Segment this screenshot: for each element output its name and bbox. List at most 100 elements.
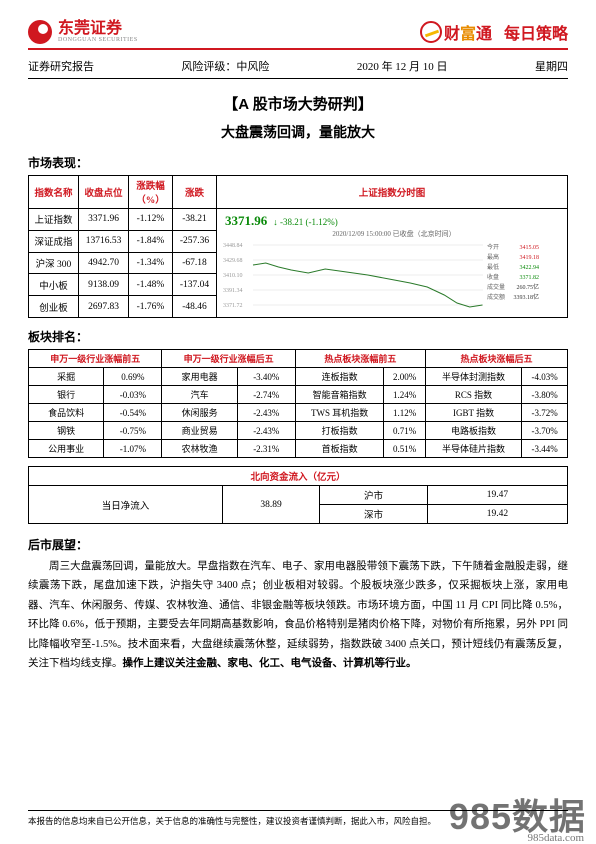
market-cell: 沪深 300 [29,252,79,274]
sector-cell: 0.71% [384,422,426,440]
sector-cell: -3.80% [522,386,568,404]
sector-group-header: 申万一级行业涨幅后五 [162,350,295,368]
svg-text:3393.18亿: 3393.18亿 [513,293,539,301]
northbound-table: 北向资金流入（亿元） 当日净流入 38.89 沪市 19.47 深市 19.42 [28,466,568,524]
sector-cell: 公用事业 [29,440,104,458]
market-cell: 2697.83 [79,296,129,318]
sector-cell: 钢铁 [29,422,104,440]
sector-cell: -2.31% [237,440,295,458]
sector-cell: -0.54% [104,404,162,422]
weekday: 星期四 [535,58,568,74]
thin-divider [28,78,568,79]
watermark-sub: 985data.com [527,832,584,844]
market-cell: 13716.53 [79,230,129,252]
svg-text:今开: 今开 [487,243,499,251]
chart-cell: 3371.96↓ -38.21 (-1.12%)2020/12/09 15:00… [217,209,568,318]
sector-cell: 银行 [29,386,104,404]
cft-char-1: 财 [444,26,460,43]
svg-text:成交额: 成交额 [487,293,505,301]
th-chart: 上证指数分时图 [217,176,568,209]
outlook-paragraph: 周三大盘震荡回调，量能放大。早盘指数在汽车、电子、家用电器股带领下震荡下跌，下午… [28,557,568,674]
market-cell: -137.04 [173,274,217,296]
sector-cell: 农林牧渔 [162,440,237,458]
sector-cell: -3.40% [237,368,295,386]
market-cell: -1.12% [129,209,173,231]
svg-text:3422.94: 3422.94 [520,265,540,271]
page-header: 东莞证券 DONGGUAN SECURITIES 财富通 每日策略 [28,20,568,44]
sector-cell: 1.24% [384,386,426,404]
north-shen-label: 深市 [320,505,428,524]
meta-row: 证券研究报告 风险评级：中风险 2020 年 12 月 10 日 星期四 [28,56,568,76]
sector-cell: IGBT 指数 [425,404,521,422]
sector-group-header: 热点板块涨幅前五 [295,350,425,368]
section-sector: 板块排名： [28,328,568,345]
svg-text:3371.82: 3371.82 [520,275,540,281]
sector-cell: 休闲服务 [162,404,237,422]
sector-cell: 0.51% [384,440,426,458]
sector-cell: 家用电器 [162,368,237,386]
sector-group-header: 申万一级行业涨幅前五 [29,350,162,368]
sector-table: 申万一级行业涨幅前五申万一级行业涨幅后五热点板块涨幅前五热点板块涨幅后五 采掘0… [28,349,568,458]
svg-text:3419.18: 3419.18 [520,255,540,261]
market-table: 指数名称 收盘点位 涨跌幅（%） 涨跌 上证指数分时图 上证指数3371.96-… [28,175,568,318]
sector-cell: -3.44% [522,440,568,458]
sector-cell: 半导体硅片指数 [425,440,521,458]
report-date: 2020 年 12 月 10 日 [357,58,448,74]
caifutong-logo: 财富通 [420,20,492,44]
daily-strategy-label: 每日策略 [504,20,568,44]
section-outlook: 后市展望： [28,536,568,553]
market-cell: -1.34% [129,252,173,274]
market-cell: 4942.70 [79,252,129,274]
svg-text:3448.84: 3448.84 [223,243,243,249]
logo-right: 财富通 每日策略 [420,20,568,44]
sector-cell: -1.07% [104,440,162,458]
sector-cell: 1.12% [384,404,426,422]
th-pct: 涨跌幅（%） [129,176,173,209]
market-cell: -1.84% [129,230,173,252]
risk-level: 风险评级：中风险 [181,58,269,74]
sector-cell: TWS 耳机指数 [295,404,383,422]
svg-text:260.75亿: 260.75亿 [516,283,539,291]
market-cell: 3371.96 [79,209,129,231]
th-name: 指数名称 [29,176,79,209]
sector-cell: 采掘 [29,368,104,386]
sector-cell: 电路板指数 [425,422,521,440]
market-cell: -257.36 [173,230,217,252]
sector-cell: RCS 指数 [425,386,521,404]
sector-cell: -2.74% [237,386,295,404]
north-label: 当日净流入 [29,486,223,524]
north-title: 北向资金流入（亿元） [29,467,568,486]
north-total: 38.89 [223,486,320,524]
market-cell: 9138.09 [79,274,129,296]
sector-cell: 食品饮料 [29,404,104,422]
cft-icon [420,21,442,43]
svg-text:最高: 最高 [487,253,499,261]
outlook-text: 周三大盘震荡回调，量能放大。早盘指数在汽车、电子、家用电器股带领下震荡下跌，下午… [28,561,568,669]
sector-cell: 0.69% [104,368,162,386]
th-close: 收盘点位 [79,176,129,209]
market-cell: -1.76% [129,296,173,318]
sector-cell: 首板指数 [295,440,383,458]
red-divider [28,48,568,50]
north-hu-label: 沪市 [320,486,428,505]
sector-cell: 汽车 [162,386,237,404]
svg-text:3410.10: 3410.10 [223,273,243,279]
market-cell: 上证指数 [29,209,79,231]
cft-char-3: 通 [476,26,492,43]
logo-left: 东莞证券 DONGGUAN SECURITIES [28,20,138,44]
sector-cell: 连板指数 [295,368,383,386]
sector-cell: -0.03% [104,386,162,404]
sector-cell: -2.43% [237,404,295,422]
market-cell: -38.21 [173,209,217,231]
brand-icon [28,20,52,44]
svg-text:3415.05: 3415.05 [520,245,540,251]
sector-cell: 半导体封测指数 [425,368,521,386]
th-chg: 涨跌 [173,176,217,209]
sector-cell: 智能音箱指数 [295,386,383,404]
market-cell: 中小板 [29,274,79,296]
market-cell: -1.48% [129,274,173,296]
sector-cell: -0.75% [104,422,162,440]
market-cell: 创业板 [29,296,79,318]
sector-cell: 打板指数 [295,422,383,440]
report-type: 证券研究报告 [28,58,94,74]
